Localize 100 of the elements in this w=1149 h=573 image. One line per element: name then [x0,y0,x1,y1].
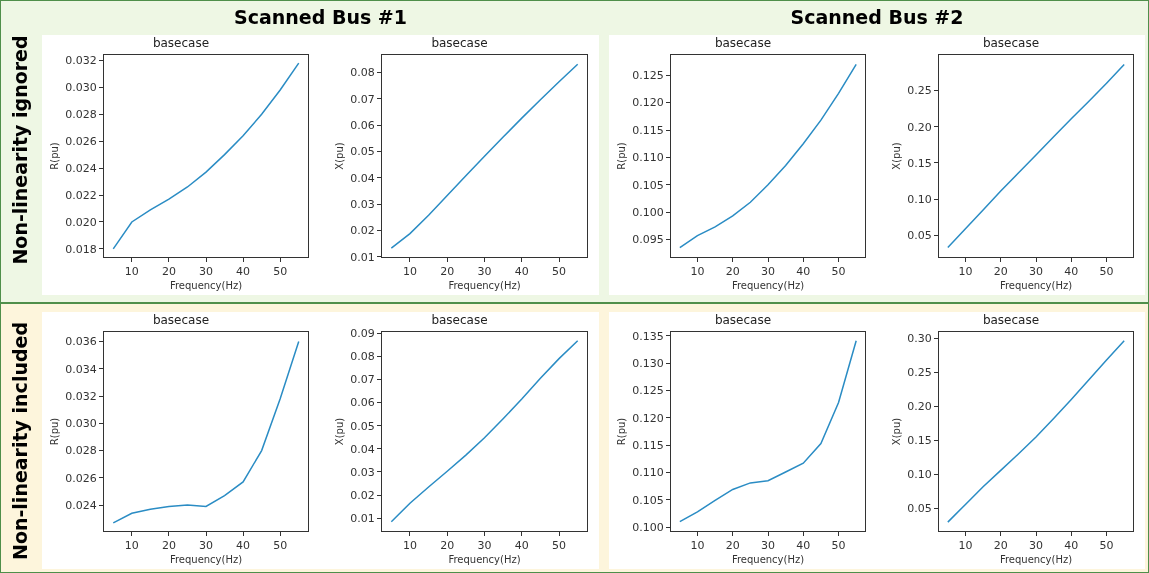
y-tick-label: 0.06 [350,119,375,133]
line-series [390,340,579,523]
x-tick-label: 30 [199,539,213,553]
chart-title: basecase [982,36,1040,51]
y-tick-label: 0.032 [65,389,97,403]
x-axis-title: Frequency(Hz) [169,553,243,565]
x-tick-label: 30 [1029,265,1043,279]
x-tick-label: 20 [725,539,740,553]
y-axis-title: X(pu) [334,142,346,170]
y-tick-label: 0.05 [350,419,375,433]
x-tick-label: 40 [1064,539,1079,553]
y-tick-label: 0.02 [350,224,375,238]
y-tick-label: 0.20 [907,120,932,134]
x-tick-label: 40 [796,539,811,553]
chart-title: basecase [431,36,488,51]
x-tick-label: 50 [273,539,288,553]
chart-title: basecase [152,36,210,51]
y-tick-label: 0.028 [65,444,97,458]
x-tick-label: 30 [1029,539,1043,553]
y-axis-title: R(pu) [616,142,628,170]
y-tick-label: 0.125 [632,69,664,83]
y-axis-title: X(pu) [334,417,346,446]
x-tick-label: 10 [402,539,417,553]
y-tick-label: 0.030 [65,417,97,431]
text: Non-linearity ignored [9,34,32,267]
x-tick-label: 10 [958,265,973,279]
x-tick-label: 30 [477,265,492,279]
x-tick-label: 40 [514,539,529,553]
x-tick-label: 20 [725,265,740,279]
y-tick-label: 0.06 [350,396,375,410]
line-series [947,340,1125,523]
y-tick-label: 0.15 [907,434,932,448]
y-tick-label: 0.08 [350,350,375,364]
line-series [679,340,857,523]
y-axis-title: R(pu) [49,417,61,446]
x-tick-label: 20 [161,265,176,279]
chart-title: basecase [714,313,772,328]
x-axis-title: Frequency(Hz) [169,279,243,291]
y-tick-label: 0.034 [65,362,97,376]
y-tick-label: 0.05 [907,502,932,516]
y-axis-title: X(pu) [891,142,903,170]
x-tick-label: 30 [199,265,213,279]
x-tick-label: 10 [124,539,139,553]
y-tick-label: 0.130 [632,357,664,371]
y-tick-label: 0.024 [65,161,97,175]
x-tick-label: 20 [440,265,455,279]
y-axis-title: X(pu) [891,417,903,446]
line-series [112,62,300,250]
y-tick-label: 0.024 [65,498,97,512]
y-tick-label: 0.120 [632,411,664,425]
x-tick-label: 50 [1099,265,1114,279]
y-tick-label: 0.018 [65,242,97,256]
x-tick-label: 40 [514,265,529,279]
x-tick-label: 10 [690,265,705,279]
x-tick-label: 20 [161,539,176,553]
x-tick-label: 50 [273,265,288,279]
y-tick-label: 0.110 [632,466,664,480]
y-axis-title: R(pu) [616,417,628,446]
x-tick-label: 50 [552,265,567,279]
chart-title: basecase [431,313,488,328]
y-tick-label: 0.04 [350,171,375,185]
y-tick-label: 0.030 [65,81,97,95]
x-tick-label: 50 [831,539,846,553]
y-tick-label: 0.25 [907,84,932,98]
x-axis-title: Frequency(Hz) [731,553,805,565]
y-tick-label: 0.03 [350,465,375,479]
x-tick-label: 10 [402,265,417,279]
chart-title: basecase [714,36,772,51]
y-tick-label: 0.07 [350,373,375,387]
y-axis-title: R(pu) [49,142,61,170]
line-series [112,340,300,524]
x-tick-label: 30 [761,265,775,279]
x-axis-title: Frequency(Hz) [999,279,1073,291]
y-tick-label: 0.20 [907,400,932,414]
y-tick-label: 0.028 [65,108,97,122]
x-tick-label: 10 [124,265,139,279]
y-tick-label: 0.07 [350,92,375,106]
y-tick-label: 0.01 [350,512,375,526]
y-tick-label: 0.100 [632,521,664,535]
y-tick-label: 0.01 [350,250,375,264]
y-tick-label: 0.09 [350,327,375,341]
x-axis-title: Frequency(Hz) [448,279,521,291]
x-tick-label: 40 [796,265,811,279]
x-tick-label: 40 [236,265,251,279]
y-tick-label: 0.110 [632,151,664,165]
y-tick-label: 0.036 [65,335,97,349]
text: Scanned Bus #1 [233,6,408,28]
y-tick-label: 0.020 [65,215,97,229]
x-tick-label: 30 [761,539,775,553]
line-series [947,63,1125,249]
y-tick-label: 0.25 [907,366,932,380]
y-tick-label: 0.135 [632,329,664,343]
y-tick-label: 0.10 [907,468,932,482]
x-tick-label: 50 [831,265,846,279]
y-tick-label: 0.105 [632,493,664,507]
y-tick-label: 0.15 [907,156,932,170]
y-tick-label: 0.115 [632,439,664,453]
x-axis-title: Frequency(Hz) [448,553,521,565]
x-tick-label: 50 [1099,539,1114,553]
x-tick-label: 20 [993,265,1008,279]
